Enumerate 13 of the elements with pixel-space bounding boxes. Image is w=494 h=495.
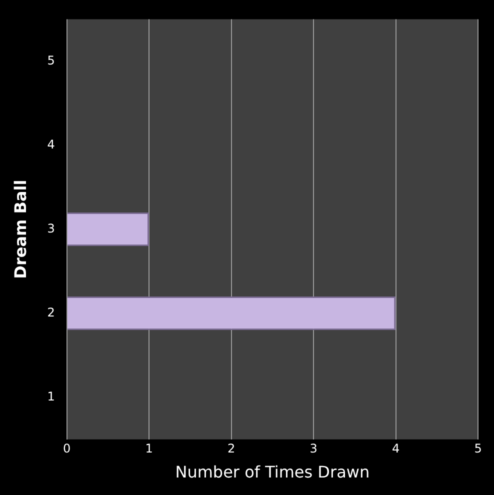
x-tick-label: 0: [63, 442, 71, 456]
y-axis-title: Dream Ball: [10, 180, 30, 279]
x-tick-label: 4: [392, 442, 400, 456]
y-tick-label: 4: [47, 137, 55, 152]
y-tick-label: 1: [47, 390, 55, 404]
y-tick-label: 2: [47, 305, 55, 320]
x-tick-label: 5: [474, 442, 482, 456]
x-axis-title: Number of Times Drawn: [175, 462, 370, 482]
x-tick-label: 3: [310, 442, 318, 456]
y-tick-label: 3: [47, 221, 55, 236]
x-tick-label: 2: [227, 442, 236, 456]
x-tick-label: 1: [145, 442, 153, 456]
y-tick-label: 5: [47, 53, 55, 68]
